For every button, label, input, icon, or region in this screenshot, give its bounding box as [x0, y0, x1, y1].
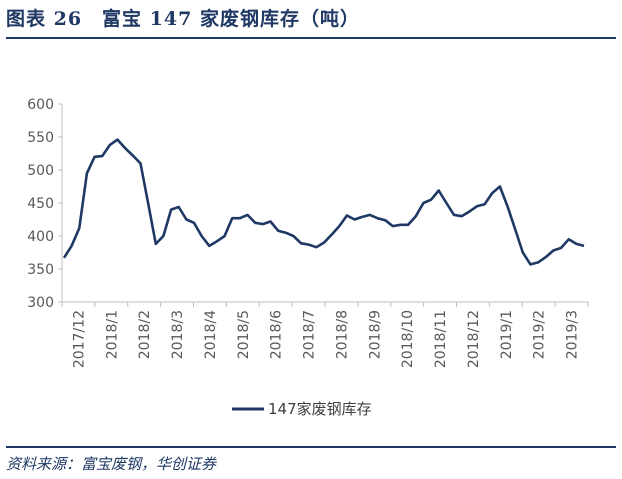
y-tick-label: 500	[27, 163, 54, 179]
figure-title: 图表 26 富宝 147 家废钢库存（吨）	[6, 8, 360, 30]
legend-label: 147家废钢库存	[268, 400, 372, 418]
x-tick-label: 2019/2	[532, 310, 548, 359]
x-tick-label: 2018/4	[203, 310, 219, 359]
y-tick-label: 350	[27, 262, 54, 278]
line-chart: 300 350 400 450 500 550 600 2017/12 2018/1 2018/…	[27, 97, 589, 418]
x-tick-label: 2018/6	[269, 310, 285, 359]
series-line-0	[62, 138, 585, 266]
x-tick-label: 2018/12	[466, 310, 482, 368]
y-tick-label: 450	[27, 196, 54, 212]
y-tick-label: 300	[27, 295, 54, 311]
series-layer	[62, 138, 585, 266]
x-tick-label: 2018/5	[236, 310, 252, 359]
y-tick-label: 400	[27, 229, 54, 245]
y-tick-label: 600	[27, 97, 54, 113]
y-axis: 300 350 400 450 500 550 600	[27, 97, 63, 311]
x-tick-label: 2018/9	[367, 310, 383, 359]
x-tick-label: 2019/3	[565, 310, 581, 359]
x-tick-label: 2018/10	[400, 310, 416, 368]
source-note: 资料来源：富宝废钢，华创证券	[6, 455, 217, 473]
x-tick-label: 2019/1	[499, 310, 515, 359]
x-tick-label: 2017/12	[71, 310, 87, 368]
y-tick-label: 550	[27, 130, 54, 146]
x-tick-label: 2018/11	[433, 310, 449, 368]
x-tick-label: 2018/8	[334, 310, 350, 359]
source-rule	[6, 446, 616, 448]
x-tick-label: 2018/7	[302, 310, 318, 359]
x-tick-label: 2018/2	[137, 310, 153, 359]
legend: 147家废钢库存	[232, 400, 372, 418]
x-axis: 2017/12 2018/1 2018/2 2018/3 2018/4 2018/5 201…	[61, 301, 589, 368]
title-rule	[6, 37, 616, 39]
x-tick-label: 2018/3	[170, 310, 186, 359]
x-tick-label: 2018/1	[104, 310, 120, 359]
